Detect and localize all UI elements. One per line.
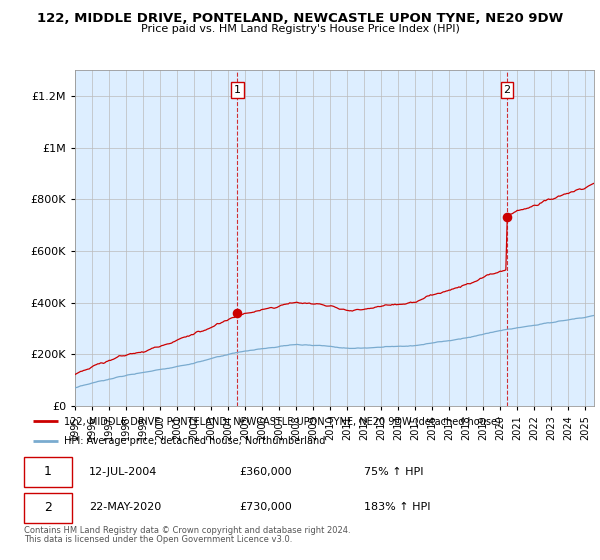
Text: 22-MAY-2020: 22-MAY-2020: [89, 502, 161, 512]
Text: This data is licensed under the Open Government Licence v3.0.: This data is licensed under the Open Gov…: [24, 535, 292, 544]
Text: Contains HM Land Registry data © Crown copyright and database right 2024.: Contains HM Land Registry data © Crown c…: [24, 526, 350, 535]
FancyBboxPatch shape: [24, 458, 72, 487]
Text: 183% ↑ HPI: 183% ↑ HPI: [364, 502, 431, 512]
Text: 122, MIDDLE DRIVE, PONTELAND, NEWCASTLE UPON TYNE, NE20 9DW (detached house): 122, MIDDLE DRIVE, PONTELAND, NEWCASTLE …: [64, 417, 500, 426]
Text: 1: 1: [234, 85, 241, 95]
Text: £360,000: £360,000: [239, 466, 292, 477]
Text: 12-JUL-2004: 12-JUL-2004: [89, 466, 158, 477]
Text: 2: 2: [503, 85, 511, 95]
FancyBboxPatch shape: [24, 493, 72, 522]
Text: Price paid vs. HM Land Registry's House Price Index (HPI): Price paid vs. HM Land Registry's House …: [140, 24, 460, 34]
Point: [502, 213, 512, 222]
Text: £730,000: £730,000: [239, 502, 292, 512]
Text: 2: 2: [44, 501, 52, 514]
Point: [233, 309, 242, 318]
Text: 75% ↑ HPI: 75% ↑ HPI: [364, 466, 424, 477]
Text: 1: 1: [44, 465, 52, 478]
Text: HPI: Average price, detached house, Northumberland: HPI: Average price, detached house, Nort…: [64, 436, 325, 446]
Text: 122, MIDDLE DRIVE, PONTELAND, NEWCASTLE UPON TYNE, NE20 9DW: 122, MIDDLE DRIVE, PONTELAND, NEWCASTLE …: [37, 12, 563, 25]
